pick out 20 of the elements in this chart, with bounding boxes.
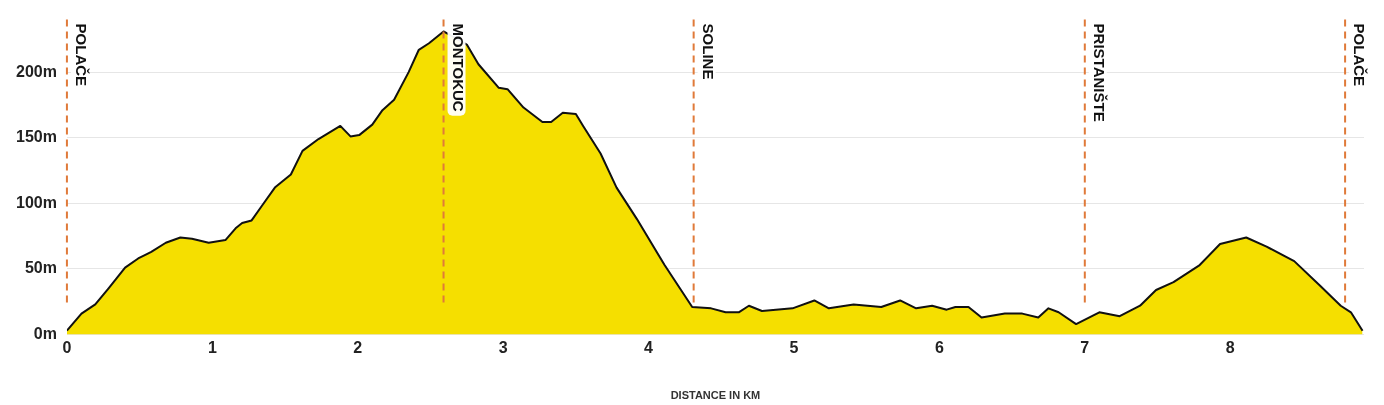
x-tick-label: 5 — [789, 339, 799, 357]
y-tick-label: 100m — [16, 193, 57, 211]
y-tick-label: 0m — [33, 325, 57, 343]
x-tick-label: 4 — [644, 339, 654, 357]
x-tick-label: 8 — [1225, 339, 1235, 357]
x-tick-label: 2 — [353, 339, 363, 357]
x-tick-label: 1 — [207, 339, 217, 357]
y-tick-label: 150m — [16, 128, 57, 146]
x-tick-label: 6 — [934, 339, 944, 357]
ref-line-label: MONTOKUC — [449, 23, 467, 112]
x-axis-title: DISTANCE IN KM — [670, 389, 761, 402]
ref-line-label: POLAČE — [1351, 23, 1369, 87]
y-tick-label: 50m — [24, 259, 57, 277]
x-tick-label: 3 — [498, 339, 508, 357]
ref-line-label: PRISTANIŠTE — [1091, 23, 1109, 122]
ref-line-label: SOLINE — [700, 23, 718, 80]
x-tick-label: 7 — [1080, 339, 1090, 357]
ref-line-label: POLAČE — [73, 23, 91, 87]
y-tick-label: 200m — [16, 62, 57, 80]
x-tick-label: 0 — [62, 339, 72, 357]
